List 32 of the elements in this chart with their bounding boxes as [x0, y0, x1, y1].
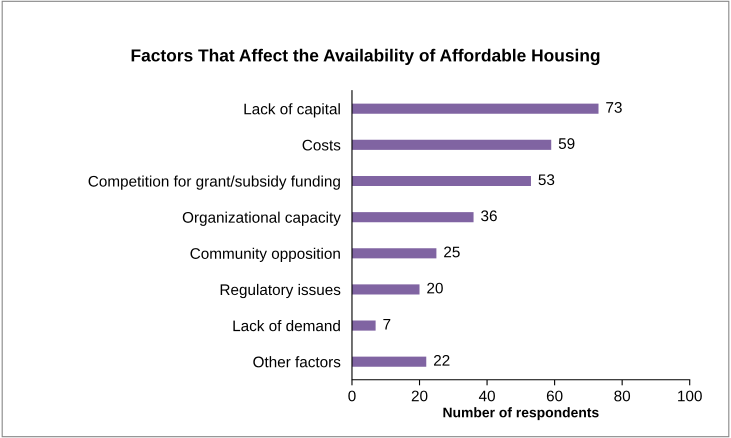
y-tick-label: Costs [302, 140, 340, 151]
data-label: 73 [606, 102, 622, 113]
y-tick-label: Lack of capital [244, 103, 340, 118]
data-label: 36 [481, 210, 497, 222]
data-label: 22 [434, 354, 450, 366]
bar [352, 284, 420, 294]
data-label: 20 [427, 282, 443, 294]
x-tick-label: 20 [412, 390, 428, 402]
x-tick-label: 40 [478, 390, 495, 402]
y-tick-label: Community opposition [190, 248, 340, 262]
bar [352, 104, 599, 114]
bar [352, 176, 531, 186]
x-tick-label: 80 [614, 390, 630, 402]
chart-title: Factors That Affect the Availability of Affordable Housing [132, 48, 600, 66]
bar [352, 356, 426, 367]
y-tick-label: Other factors [253, 356, 340, 368]
x-tick-label: 100 [678, 390, 702, 402]
x-axis-title: Number of respondents [443, 407, 599, 420]
x-tick-label: 60 [546, 390, 563, 402]
y-tick-label: Lack of demand [233, 320, 340, 332]
bar [352, 320, 376, 331]
bar [352, 248, 436, 258]
data-label: 25 [444, 246, 460, 258]
x-tick-label: 0 [348, 390, 356, 402]
y-tick-label: Competition for grant/subsidy funding [88, 175, 340, 190]
data-label: 7 [383, 318, 390, 330]
bar [352, 140, 552, 150]
data-label: 53 [538, 174, 554, 186]
data-label: 59 [558, 138, 574, 149]
bar [352, 212, 474, 222]
y-tick-label: Regulatory issues [220, 284, 340, 298]
y-tick-label: Organizational capacity [182, 212, 341, 226]
